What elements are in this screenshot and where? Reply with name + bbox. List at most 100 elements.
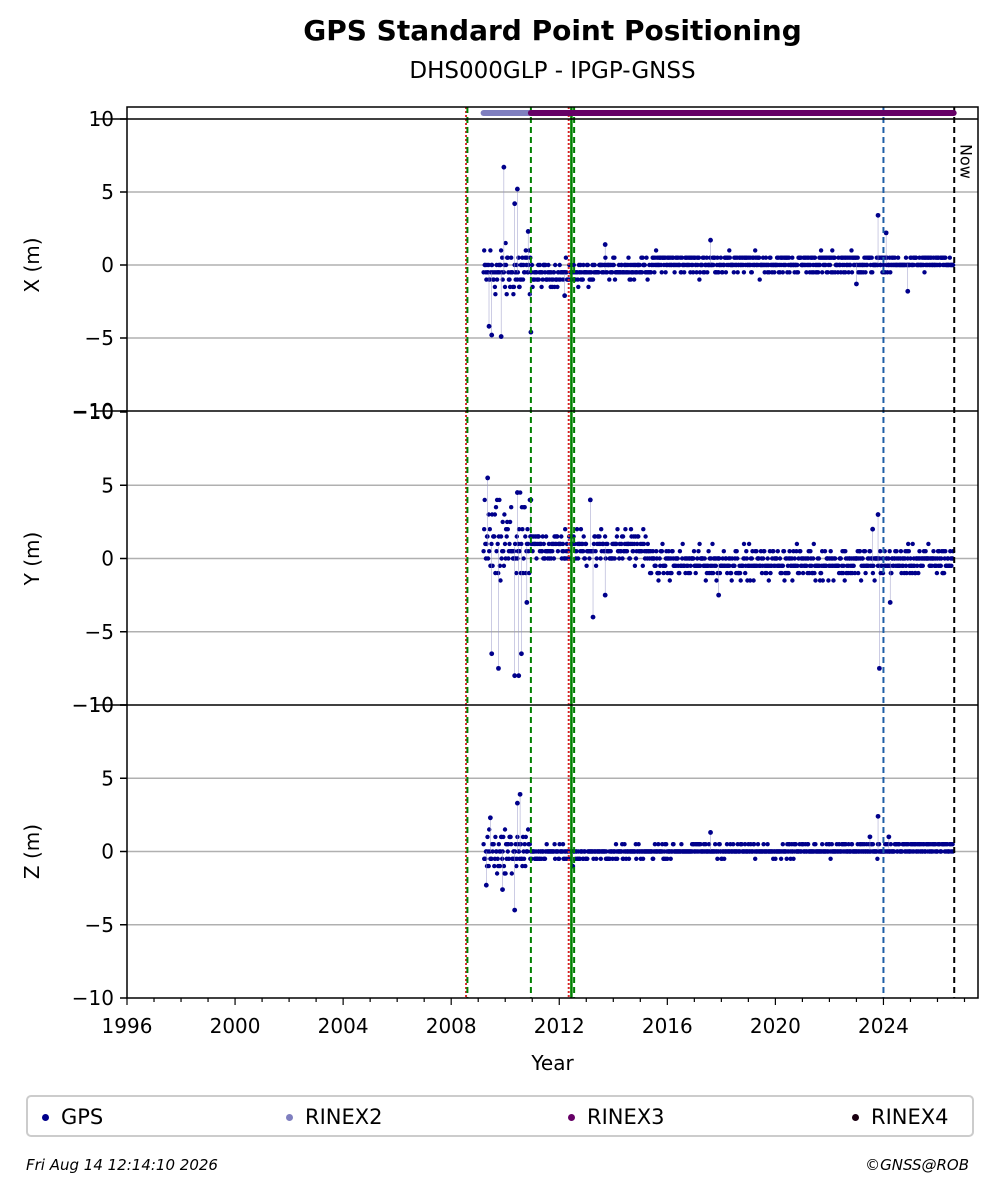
data-point: [654, 549, 659, 554]
data-point: [849, 248, 854, 253]
data-point: [500, 255, 505, 260]
data-point: [696, 549, 701, 554]
data-point: [867, 549, 873, 554]
data-point: [643, 534, 648, 539]
data-point: [489, 856, 494, 861]
data-point: [939, 849, 944, 854]
data-point: [818, 248, 824, 253]
data-point: [827, 262, 833, 268]
data-point: [710, 570, 716, 576]
data-point: [659, 270, 664, 275]
data-point: [906, 549, 911, 554]
data-point: [817, 262, 823, 268]
data-point: [664, 842, 669, 847]
data-point: [809, 563, 814, 568]
data-point: [833, 556, 838, 561]
data-point: [483, 856, 488, 861]
data-point: [843, 270, 848, 275]
data-point: [711, 262, 716, 268]
y-tick-label-1-1: 5: [101, 473, 114, 497]
data-point: [481, 549, 486, 554]
data-point: [574, 527, 580, 532]
data-point: [511, 284, 517, 290]
data-point: [614, 541, 619, 547]
data-point: [667, 578, 672, 583]
data-point: [670, 549, 675, 554]
data-point: [489, 262, 495, 268]
data-point: [492, 284, 498, 290]
data-point: [741, 541, 747, 547]
data-point: [502, 284, 508, 290]
data-point-outlier: [562, 293, 568, 299]
data-point: [913, 255, 919, 260]
data-point: [812, 570, 817, 576]
data-point: [605, 541, 610, 547]
series-gps-panel0-seg1: [528, 255, 602, 290]
data-point: [773, 856, 778, 861]
data-point: [702, 556, 707, 561]
data-point: [620, 556, 625, 561]
data-point: [888, 842, 893, 847]
data-point: [500, 856, 505, 861]
data-point: [805, 842, 811, 847]
data-point: [870, 842, 876, 847]
data-point: [503, 240, 508, 246]
data-point: [578, 527, 584, 532]
data-point: [840, 570, 846, 576]
data-point: [656, 842, 661, 847]
data-point: [517, 549, 522, 554]
data-point: [523, 834, 528, 840]
data-point-outlier: [516, 673, 522, 679]
data-point: [862, 549, 868, 554]
data-point: [751, 578, 756, 583]
data-point: [889, 570, 894, 576]
data-point: [908, 556, 913, 561]
data-point: [768, 255, 773, 260]
plot-frame: [126, 106, 979, 999]
data-point: [691, 549, 697, 554]
data-point: [804, 270, 809, 275]
data-point: [612, 255, 617, 260]
data-point: [813, 578, 818, 583]
legend-marker-rinex4: [852, 1113, 859, 1121]
data-point: [679, 255, 685, 260]
data-point: [828, 856, 833, 861]
data-point: [494, 549, 499, 554]
data-point: [748, 578, 753, 583]
data-point: [695, 556, 700, 561]
data-point: [504, 534, 509, 539]
data-point: [766, 578, 771, 583]
data-point: [619, 541, 624, 547]
data-point: [657, 556, 662, 561]
data-point: [779, 570, 784, 576]
series-gps-panel1-seg1: [528, 527, 650, 568]
data-point: [501, 834, 506, 840]
data-point: [677, 549, 683, 554]
data-point: [677, 570, 682, 576]
series-gps-panel2-seg2: [651, 842, 883, 861]
data-point: [836, 563, 841, 568]
data-point: [556, 856, 562, 861]
legend-item-rinex2: RINEX2: [286, 1105, 383, 1129]
data-point: [775, 549, 780, 554]
data-point-outlier: [500, 887, 505, 892]
data-point: [870, 270, 875, 275]
data-point: [904, 570, 909, 576]
data-point: [571, 262, 576, 268]
data-point: [615, 527, 620, 532]
data-point: [749, 270, 754, 275]
data-point: [488, 248, 493, 253]
series-gps-panel2-seg0: [481, 827, 533, 876]
data-point: [603, 255, 608, 260]
data-point: [612, 277, 618, 282]
x-tick-label-2004: 2004: [318, 1014, 369, 1038]
data-point: [811, 541, 816, 547]
data-point: [878, 549, 883, 554]
data-point: [522, 842, 527, 847]
data-point: [505, 255, 510, 260]
data-point: [596, 270, 601, 275]
data-point: [724, 842, 730, 847]
data-point-outlier: [886, 834, 892, 840]
data-point: [872, 578, 877, 583]
data-point: [705, 270, 710, 275]
